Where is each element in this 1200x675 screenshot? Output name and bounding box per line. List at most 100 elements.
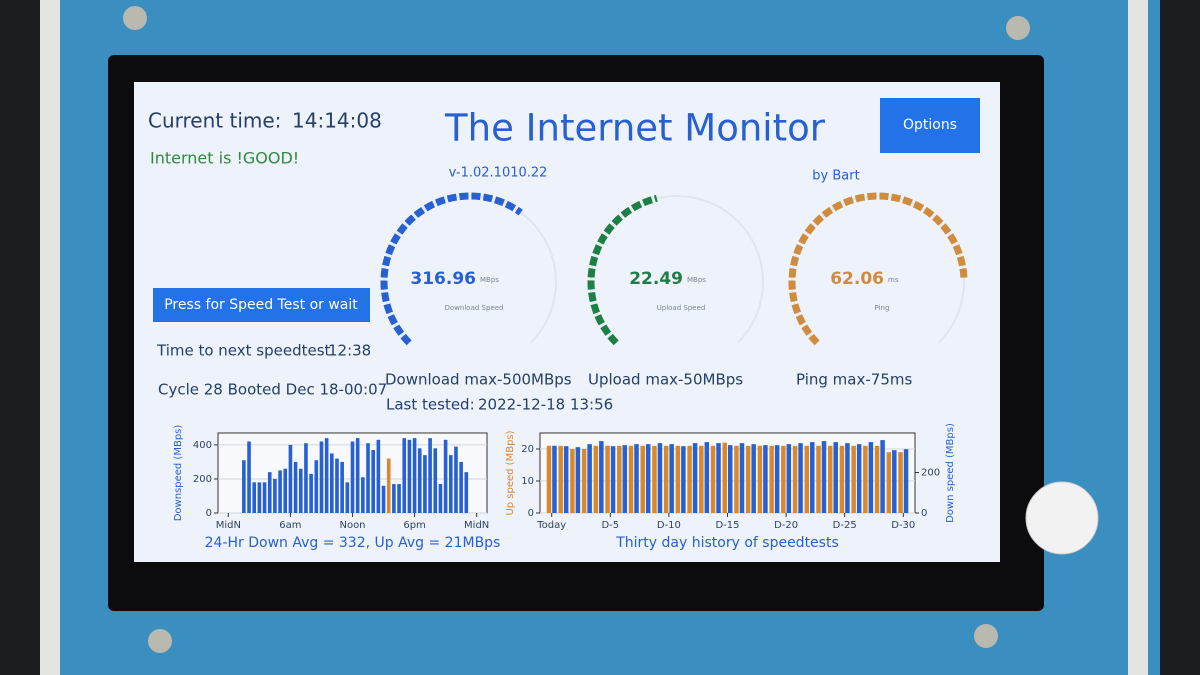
screw bbox=[148, 629, 172, 653]
bar bbox=[412, 438, 417, 513]
y-tick-label: 400 bbox=[193, 440, 212, 451]
bar bbox=[257, 482, 262, 513]
bar bbox=[675, 445, 681, 513]
bar bbox=[423, 455, 427, 513]
y-tick-label: 0 bbox=[528, 508, 534, 519]
bar bbox=[581, 449, 587, 513]
bar bbox=[610, 446, 616, 513]
bar bbox=[386, 458, 391, 513]
y-tick-label: 200 bbox=[193, 474, 212, 485]
gauge-value: 62.06 bbox=[830, 269, 884, 289]
bar bbox=[634, 444, 639, 513]
last-tested: 2022-12-18 13:56 bbox=[478, 396, 613, 414]
bar bbox=[774, 445, 780, 513]
internet-status: Internet is !GOOD! bbox=[150, 149, 299, 168]
bar bbox=[827, 445, 833, 513]
bar bbox=[433, 448, 438, 513]
bar bbox=[786, 444, 792, 513]
app-title: The Internet Monitor bbox=[444, 107, 826, 150]
bar bbox=[628, 445, 634, 513]
x-tick-label: D-30 bbox=[891, 520, 915, 531]
x-tick-label: 6pm bbox=[403, 520, 425, 531]
bar bbox=[657, 443, 663, 513]
bar bbox=[288, 444, 293, 513]
bar bbox=[757, 445, 763, 513]
bar bbox=[417, 448, 422, 513]
bar bbox=[856, 444, 862, 513]
gauge-unit: MBps bbox=[687, 276, 706, 284]
bar bbox=[324, 438, 329, 513]
bar bbox=[792, 445, 798, 513]
bar bbox=[309, 473, 313, 513]
bar bbox=[617, 445, 622, 513]
bar bbox=[252, 482, 257, 513]
x-tick-label: D-5 bbox=[601, 520, 619, 531]
speed-test-button[interactable]: Press for Speed Test or wait bbox=[153, 288, 370, 322]
bar bbox=[886, 452, 892, 513]
bar bbox=[371, 450, 375, 513]
bar bbox=[692, 443, 698, 513]
bar bbox=[681, 446, 686, 513]
bar bbox=[319, 441, 324, 513]
x-tick-label: 6am bbox=[279, 520, 301, 531]
x-tick-label: D-25 bbox=[833, 520, 857, 531]
gauge-value: 316.96 bbox=[410, 269, 476, 289]
bar bbox=[355, 438, 360, 513]
y-axis-label: Up speed (MBps) bbox=[505, 430, 516, 515]
x-tick-label: Today bbox=[536, 520, 566, 531]
bar bbox=[335, 458, 339, 513]
bar bbox=[833, 442, 838, 513]
current-time: 14:14:08 bbox=[292, 109, 382, 133]
bar bbox=[558, 445, 563, 513]
gauge-unit: MBps bbox=[480, 276, 499, 284]
bar bbox=[570, 449, 575, 513]
bar bbox=[262, 482, 267, 513]
bar bbox=[903, 449, 909, 513]
chart-caption: Thirty day history of speedtests bbox=[615, 535, 839, 551]
gauge-max-label: Upload max-50MBps bbox=[588, 371, 743, 389]
bar bbox=[454, 446, 458, 513]
bar bbox=[880, 440, 885, 513]
gauge-arc bbox=[788, 192, 968, 346]
screw bbox=[1006, 16, 1030, 40]
bar bbox=[769, 445, 774, 513]
options-button[interactable]: Options bbox=[880, 98, 980, 153]
bar bbox=[804, 445, 810, 513]
options-button-label[interactable]: Options bbox=[903, 117, 957, 133]
enclosure-edge bbox=[40, 0, 60, 675]
bar bbox=[739, 443, 745, 513]
bar bbox=[816, 445, 821, 513]
bar bbox=[687, 445, 692, 513]
options-button-bg[interactable] bbox=[880, 98, 980, 153]
y2-axis-label: Down speed (MBps) bbox=[945, 423, 956, 523]
bar bbox=[798, 443, 803, 513]
x-tick-label: D-10 bbox=[657, 520, 681, 531]
bar bbox=[874, 445, 880, 513]
x-tick-label: MidN bbox=[464, 520, 489, 531]
y-tick-label: 20 bbox=[521, 444, 534, 455]
gauge-label: Upload Speed bbox=[657, 304, 706, 312]
bar bbox=[810, 442, 815, 513]
speed-test-button-label[interactable]: Press for Speed Test or wait bbox=[164, 297, 358, 313]
gauge-arc bbox=[587, 194, 658, 346]
gauge-max-label: Download max-500MBps bbox=[385, 371, 572, 389]
bar bbox=[443, 439, 448, 513]
bar bbox=[376, 439, 381, 513]
speed-test-button-bg[interactable] bbox=[153, 288, 370, 322]
bar bbox=[247, 441, 251, 513]
bar bbox=[438, 484, 443, 513]
bar bbox=[845, 443, 850, 513]
bar bbox=[330, 453, 334, 513]
enclosure-edge bbox=[1128, 0, 1148, 675]
bar bbox=[397, 484, 401, 513]
bar bbox=[734, 445, 739, 513]
bar bbox=[350, 441, 355, 513]
gauge-max-label: Ping max-75ms bbox=[796, 371, 912, 389]
current-time-label: Current time: bbox=[148, 109, 281, 133]
x-tick-label: D-15 bbox=[715, 520, 739, 531]
x-tick-label: Noon bbox=[339, 520, 365, 531]
bar bbox=[448, 455, 453, 513]
gauge-label: Download Speed bbox=[445, 304, 504, 312]
